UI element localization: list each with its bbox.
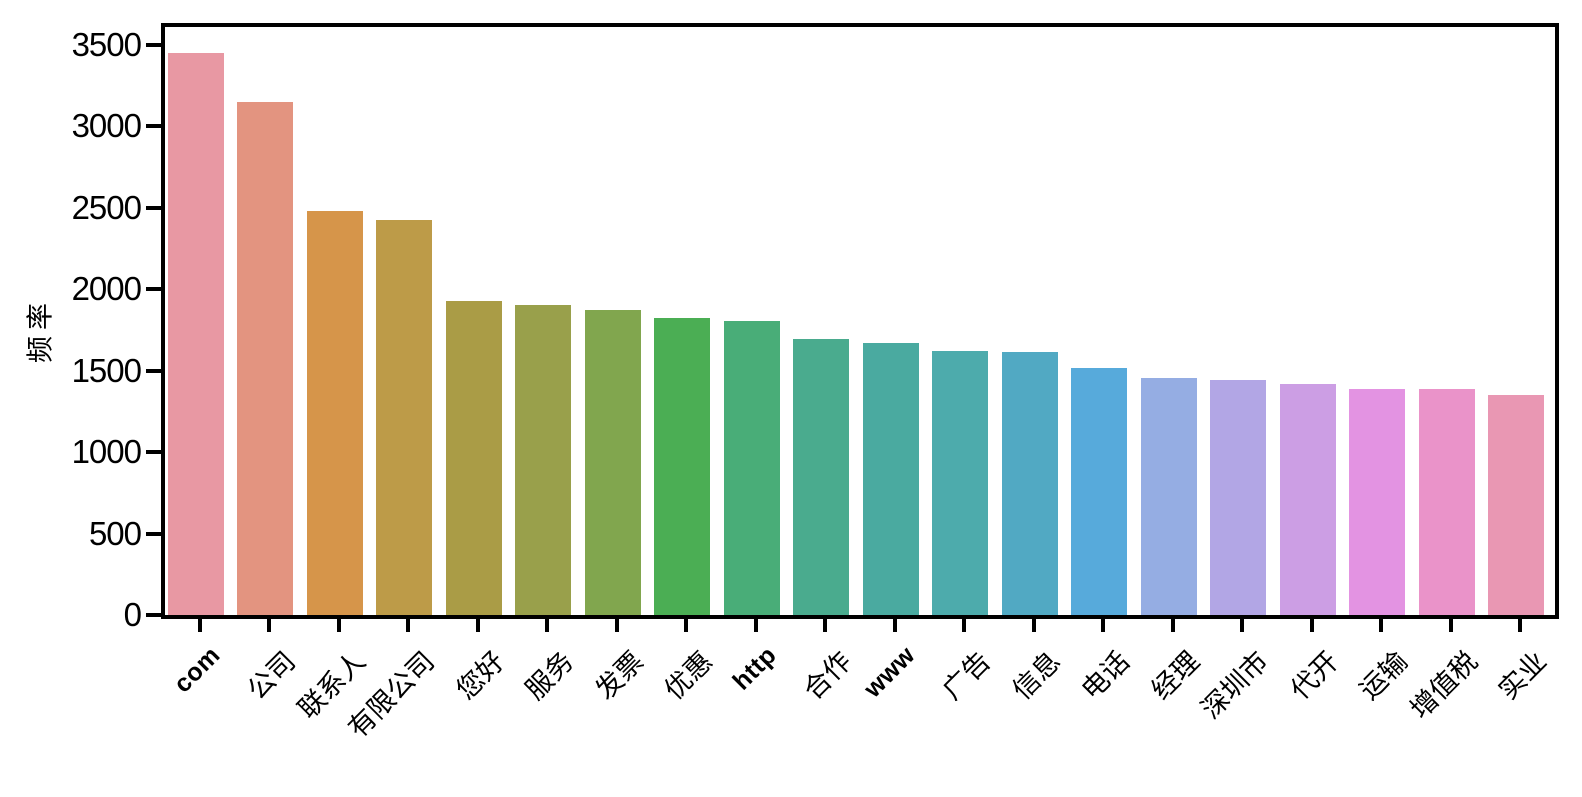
y-tick-label: 3500 [71, 25, 142, 63]
bar-公司 [237, 101, 294, 615]
y-tick-mark [146, 42, 161, 47]
bar-增值税 [1418, 389, 1475, 615]
x-tick-mark [1309, 619, 1314, 632]
y-tick-mark [146, 450, 161, 455]
bar-发票 [584, 310, 641, 615]
bar-广告 [932, 351, 989, 615]
x-tick-mark [753, 619, 758, 632]
y-tick-label: 1000 [71, 433, 142, 471]
x-tick-label-http: http [726, 641, 782, 696]
x-tick-label-信息: 信息 [1006, 645, 1066, 706]
x-tick-mark [1240, 619, 1245, 632]
bars-layer [165, 27, 1555, 615]
bar-服务 [515, 304, 572, 615]
x-tick-label-深圳市: 深圳市 [1195, 645, 1275, 725]
plot-area [161, 23, 1559, 619]
y-axis-title: 频率 [25, 297, 56, 363]
y-tick-mark [146, 368, 161, 373]
x-tick-mark [545, 619, 550, 632]
x-tick-label-www: www [858, 641, 921, 704]
y-tick-label: 3000 [71, 107, 142, 145]
y-tick-mark [146, 531, 161, 536]
y-tick-label: 2500 [71, 188, 142, 226]
bar-有限公司 [376, 220, 433, 615]
y-tick-label: 1500 [71, 351, 142, 389]
bar-http [723, 321, 780, 615]
x-tick-mark [406, 619, 411, 632]
bar-深圳市 [1210, 380, 1267, 615]
x-tick-mark [1101, 619, 1106, 632]
x-tick-mark [892, 619, 897, 632]
bar-www [862, 343, 919, 615]
y-tick-label: 2000 [71, 270, 142, 308]
x-tick-mark [823, 619, 828, 632]
x-tick-label-增值税: 增值税 [1404, 645, 1483, 725]
x-tick-label-您好: 您好 [450, 645, 510, 706]
x-tick-mark [1448, 619, 1453, 632]
y-tick-label: 500 [88, 514, 142, 552]
y-tick-mark [146, 205, 161, 210]
x-tick-mark [614, 619, 619, 632]
x-tick-label-com: com [168, 641, 226, 699]
x-tick-mark [1379, 619, 1384, 632]
bar-优惠 [654, 317, 711, 615]
x-tick-label-服务: 服务 [520, 645, 580, 706]
x-tick-label-发票: 发票 [589, 645, 649, 706]
x-tick-label-电话: 电话 [1076, 645, 1136, 706]
y-tick-mark [146, 124, 161, 129]
x-tick-label-广告: 广告 [937, 645, 997, 706]
x-tick-mark [962, 619, 967, 632]
x-tick-label-合作: 合作 [798, 645, 858, 706]
bar-经理 [1140, 378, 1197, 615]
bar-实业 [1488, 395, 1545, 615]
x-tick-mark [475, 619, 480, 632]
x-tick-label-代开: 代开 [1284, 645, 1344, 706]
x-tick-label-实业: 实业 [1493, 645, 1553, 706]
x-tick-mark [1031, 619, 1036, 632]
x-tick-mark [336, 619, 341, 632]
x-tick-mark [267, 619, 272, 632]
bar-运输 [1349, 388, 1406, 615]
x-tick-mark [1518, 619, 1523, 632]
bar-代开 [1279, 383, 1336, 615]
y-tick-mark [146, 287, 161, 292]
x-tick-mark [1170, 619, 1175, 632]
y-tick-mark [146, 613, 161, 617]
bar-您好 [445, 301, 502, 615]
bar-com [167, 53, 224, 615]
x-tick-mark [684, 619, 689, 632]
y-tick-label: 0 [123, 596, 142, 633]
bar-合作 [793, 338, 850, 615]
x-tick-mark [197, 619, 202, 632]
bar-联系人 [306, 211, 363, 615]
bar-信息 [1001, 351, 1058, 615]
bar-电话 [1071, 368, 1128, 615]
x-tick-label-优惠: 优惠 [659, 645, 719, 706]
